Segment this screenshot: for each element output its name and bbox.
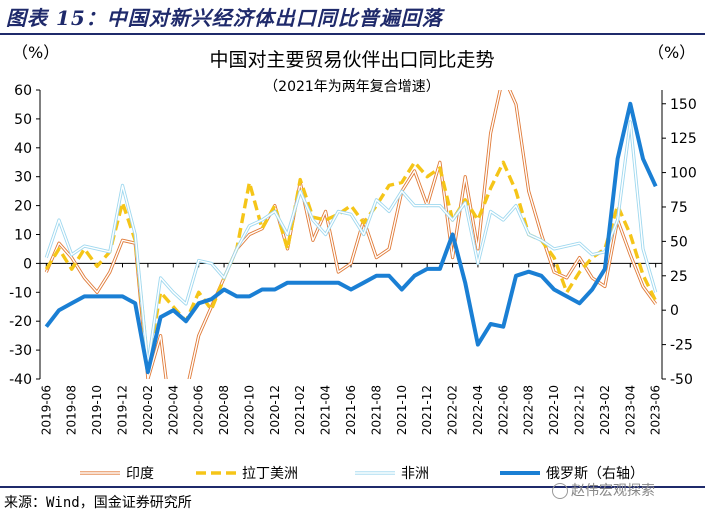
legend-label: 拉丁美洲 bbox=[242, 466, 298, 482]
series-line bbox=[44, 160, 658, 367]
series-印度 bbox=[44, 90, 657, 379]
y-left-tick-label: 30 bbox=[14, 170, 32, 186]
y-right-tick-label: 125 bbox=[670, 131, 697, 147]
series-俄罗斯（右轴） bbox=[44, 101, 658, 375]
chart-subtitle: （2021年为两年复合增速） bbox=[264, 78, 440, 95]
x-tick-label: 2021-06 bbox=[344, 385, 358, 435]
watermark-text: 赵伟宏观探索 bbox=[571, 483, 655, 499]
wechat-icon bbox=[552, 483, 568, 499]
y-right-tick-label: 150 bbox=[670, 97, 697, 113]
legend-item: 非洲 bbox=[355, 466, 429, 482]
legend-item: 印度 bbox=[80, 466, 154, 482]
legend-label: 俄罗斯（右轴） bbox=[546, 466, 644, 482]
x-tick-label: 2021-02 bbox=[293, 385, 307, 435]
y-right-tick-label: -50 bbox=[670, 372, 693, 388]
y-left-tick-label: 0 bbox=[23, 256, 32, 272]
x-tick-label: 2022-06 bbox=[496, 385, 510, 435]
x-tick-label: 2022-04 bbox=[471, 385, 485, 435]
x-tick-label: 2023-02 bbox=[598, 385, 612, 435]
y-right-tick-label: 100 bbox=[670, 166, 697, 182]
x-tick-label: 2022-02 bbox=[446, 385, 460, 435]
series-拉丁美洲 bbox=[44, 160, 658, 367]
y-left-tick-label: -30 bbox=[9, 343, 32, 359]
x-tick-label: 2019-06 bbox=[39, 385, 53, 435]
series-line bbox=[44, 101, 658, 375]
y-left-unit: （%） bbox=[12, 43, 59, 62]
y-left-tick-label: 10 bbox=[14, 228, 32, 244]
x-tick-label: 2022-12 bbox=[572, 385, 586, 435]
x-tick-label: 2019-12 bbox=[116, 385, 130, 435]
y-left-tick-label: 60 bbox=[14, 83, 32, 99]
x-tick-label: 2020-08 bbox=[217, 385, 231, 435]
x-tick-label: 2020-10 bbox=[242, 385, 256, 435]
series-line-inner bbox=[45, 121, 657, 366]
legend-label: 印度 bbox=[126, 466, 154, 482]
y-right-tick-label: -25 bbox=[670, 338, 693, 354]
y-left-tick-label: -10 bbox=[9, 285, 32, 301]
x-tick-label: 2021-10 bbox=[395, 385, 409, 435]
y-left-tick-label: 40 bbox=[14, 141, 32, 157]
series-line-inner bbox=[45, 90, 657, 379]
y-right-tick-label: 75 bbox=[670, 200, 688, 216]
x-tick-label: 2023-04 bbox=[623, 385, 637, 435]
x-tick-label: 2021-08 bbox=[369, 385, 383, 435]
y-left-tick-label: 20 bbox=[14, 199, 32, 215]
legend-label: 非洲 bbox=[401, 466, 429, 482]
y-left-tick-label: -40 bbox=[9, 372, 32, 388]
x-tick-label: 2020-04 bbox=[166, 385, 180, 435]
x-tick-label: 2019-10 bbox=[90, 385, 104, 435]
legend-item: 拉丁美洲 bbox=[196, 466, 298, 482]
x-tick-label: 2020-02 bbox=[141, 385, 155, 435]
chart-title: 中国对主要贸易伙伴出口同比走势 bbox=[209, 49, 494, 71]
series-line bbox=[44, 120, 658, 367]
x-tick-label: 2019-08 bbox=[65, 385, 79, 435]
y-right-unit: （%） bbox=[648, 43, 695, 62]
series-非洲 bbox=[44, 120, 658, 367]
y-right-tick-label: 0 bbox=[670, 303, 679, 319]
y-left-tick-label: -20 bbox=[9, 314, 32, 330]
x-tick-label: 2020-06 bbox=[192, 385, 206, 435]
x-tick-label: 2023-06 bbox=[649, 385, 663, 435]
title-rule bbox=[0, 33, 705, 35]
y-right-tick-label: 50 bbox=[670, 234, 688, 250]
figure-title: 图表 15：中国对新兴经济体出口同比普遍回落 bbox=[6, 6, 443, 30]
source-note: 来源：Wind，国金证券研究所 bbox=[4, 495, 192, 511]
legend-item: 俄罗斯（右轴） bbox=[500, 466, 644, 482]
y-left-tick-label: 50 bbox=[14, 112, 32, 128]
bottom-rule bbox=[0, 486, 705, 488]
x-tick-label: 2020-12 bbox=[268, 385, 282, 435]
x-tick-label: 2021-12 bbox=[420, 385, 434, 435]
x-tick-label: 2021-04 bbox=[319, 385, 333, 435]
x-tick-label: 2022-10 bbox=[547, 385, 561, 435]
x-tick-label: 2022-08 bbox=[522, 385, 536, 435]
watermark: 赵伟宏观探索 bbox=[552, 480, 655, 500]
y-right-tick-label: 25 bbox=[670, 269, 688, 285]
